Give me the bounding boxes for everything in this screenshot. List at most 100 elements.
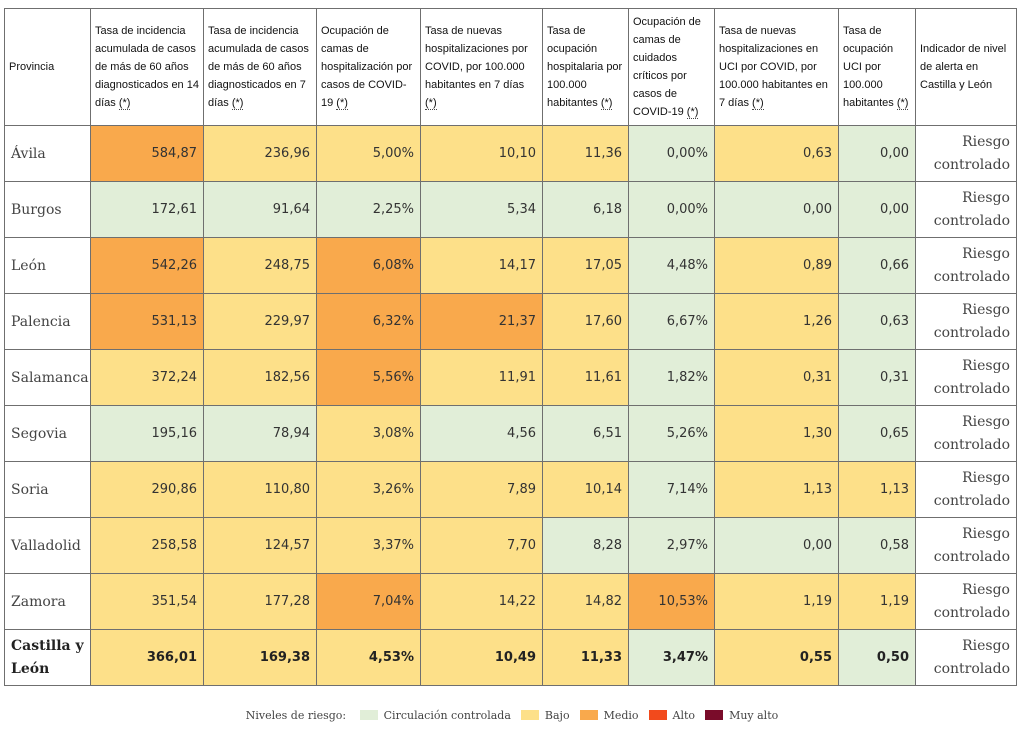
indicator-value: 3,37% (316, 517, 421, 574)
indicator-value: 1,19 (714, 573, 839, 630)
indicator-value: 290,86 (90, 461, 204, 518)
province-name: Salamanca (4, 349, 91, 406)
indicator-value: 7,04% (316, 573, 421, 630)
indicator-value: 5,34 (420, 181, 543, 238)
footnote-marker[interactable]: (*) (425, 97, 437, 110)
province-name: Valladolid (4, 517, 91, 574)
indicator-value: 3,08% (316, 405, 421, 462)
column-header-5: Tasa de ocupación hospitalaria por 100.0… (542, 8, 629, 126)
column-header-text: Provincia (9, 61, 55, 73)
province-name: Zamora (4, 573, 91, 630)
indicator-value: 195,16 (90, 405, 204, 462)
footnote-marker[interactable]: (*) (600, 97, 613, 110)
footnote-marker[interactable]: (*) (752, 97, 764, 110)
column-header-4: Tasa de nuevas hospitalizaciones por COV… (420, 8, 543, 126)
province-name: Castilla y León (4, 629, 91, 686)
indicator-value: 21,37 (420, 293, 543, 350)
province-name: León (4, 237, 91, 294)
alert-level: Riesgo controlado (915, 237, 1017, 294)
table-row: Soria 290,86 110,80 3,26% 7,89 10,14 7,14% 1,13… (4, 461, 1017, 518)
indicator-value: 584,87 (90, 125, 204, 182)
indicator-value: 4,56 (420, 405, 543, 462)
indicator-value: 10,10 (420, 125, 543, 182)
indicator-value: 5,56% (316, 349, 421, 406)
province-name: Palencia (4, 293, 91, 350)
table-row: León 542,26 248,75 6,08% 14,17 17,05 4,48% 0,89… (4, 237, 1017, 294)
indicator-value: 1,82% (628, 349, 715, 406)
indicator-value: 258,58 (90, 517, 204, 574)
indicator-value: 182,56 (203, 349, 317, 406)
indicator-value: 78,94 (203, 405, 317, 462)
indicator-value: 7,70 (420, 517, 543, 574)
footnote-marker[interactable]: (*) (336, 97, 348, 110)
indicator-value: 0,89 (714, 237, 839, 294)
indicator-value: 542,26 (90, 237, 204, 294)
indicator-value: 3,47% (628, 629, 715, 686)
legend-item-medio: Medio (579, 709, 639, 722)
indicator-value: 6,08% (316, 237, 421, 294)
indicator-value: 0,50 (838, 629, 916, 686)
table-row: Burgos 172,61 91,64 2,25% 5,34 6,18 0,00% 0,00 0… (4, 181, 1017, 238)
indicator-value: 0,58 (838, 517, 916, 574)
table-row: Palencia 531,13 229,97 6,32% 21,37 17,60 6,67%… (4, 293, 1017, 350)
indicator-value: 0,00 (714, 517, 839, 574)
indicator-value: 177,28 (203, 573, 317, 630)
legend-label: Circulación controlada (383, 709, 511, 722)
indicator-value: 10,14 (542, 461, 629, 518)
indicator-value: 0,66 (838, 237, 916, 294)
indicator-value: 0,00% (628, 125, 715, 182)
table-row: Segovia 195,16 78,94 3,08% 4,56 6,51 5,26% 1,30… (4, 405, 1017, 462)
indicator-value: 10,53% (628, 573, 715, 630)
indicator-value: 372,24 (90, 349, 204, 406)
column-header-6: Ocupación de camas de cuidados críticos … (628, 8, 715, 126)
column-header-text: Tasa de ocupación UCI por 100.000 habita… (843, 25, 897, 109)
indicator-value: 351,54 (90, 573, 204, 630)
column-header-8: Tasa de ocupación UCI por 100.000 habita… (838, 8, 916, 126)
alert-level: Riesgo controlado (915, 125, 1017, 182)
indicator-value: 11,33 (542, 629, 629, 686)
indicator-value: 0,00 (838, 181, 916, 238)
column-header-text: Tasa de nuevas hospitalizaciones en UCI … (719, 25, 828, 109)
indicators-table-container: Provincia Tasa de incidencia acumulada de… (4, 8, 1017, 686)
legend-swatch (520, 710, 539, 720)
indicator-value: 0,55 (714, 629, 839, 686)
risk-levels-legend: Niveles de riesgo: Circulación controlad… (0, 709, 1024, 722)
legend-label: Bajo (544, 709, 570, 722)
footnote-marker[interactable]: (*) (896, 97, 909, 110)
column-header-text: Ocupación de camas de hospitalización po… (321, 25, 413, 109)
indicator-value: 2,25% (316, 181, 421, 238)
indicator-value: 11,36 (542, 125, 629, 182)
footnote-marker[interactable]: (*) (231, 97, 244, 110)
indicator-value: 1,30 (714, 405, 839, 462)
column-header-1: Tasa de incidencia acumulada de casos de… (90, 8, 204, 126)
indicator-value: 248,75 (203, 237, 317, 294)
indicator-value: 17,05 (542, 237, 629, 294)
indicator-value: 5,26% (628, 405, 715, 462)
column-header-text: Tasa de incidencia acumulada de casos de… (208, 25, 309, 109)
indicator-value: 11,61 (542, 349, 629, 406)
legend-item-alto: Alto (648, 709, 696, 722)
alert-level: Riesgo controlado (915, 461, 1017, 518)
legend-item-verde: Circulación controlada (359, 709, 511, 722)
indicator-value: 366,01 (90, 629, 204, 686)
column-header-2: Tasa de incidencia acumulada de casos de… (203, 8, 317, 126)
alert-level: Riesgo controlado (915, 405, 1017, 462)
alert-level: Riesgo controlado (915, 629, 1017, 686)
indicator-value: 531,13 (90, 293, 204, 350)
indicator-value: 14,17 (420, 237, 543, 294)
table-body: Ávila 584,87 236,96 5,00% 10,10 11,36 0,00% 0,6… (4, 125, 1017, 686)
indicator-value: 4,53% (316, 629, 421, 686)
footnote-marker[interactable]: (*) (118, 97, 131, 110)
footnote-marker[interactable]: (*) (686, 106, 699, 119)
alert-level: Riesgo controlado (915, 293, 1017, 350)
indicator-value: 14,82 (542, 573, 629, 630)
risk-indicators-table: Provincia Tasa de incidencia acumulada de… (4, 8, 1017, 686)
legend-title: Niveles de riesgo: (245, 709, 347, 722)
column-header-text: Tasa de nuevas hospitalizaciones por COV… (425, 25, 528, 91)
province-name: Burgos (4, 181, 91, 238)
indicator-value: 8,28 (542, 517, 629, 574)
indicator-value: 14,22 (420, 573, 543, 630)
legend-swatch (648, 710, 667, 720)
indicator-value: 0,31 (714, 349, 839, 406)
legend-label: Alto (672, 709, 696, 722)
